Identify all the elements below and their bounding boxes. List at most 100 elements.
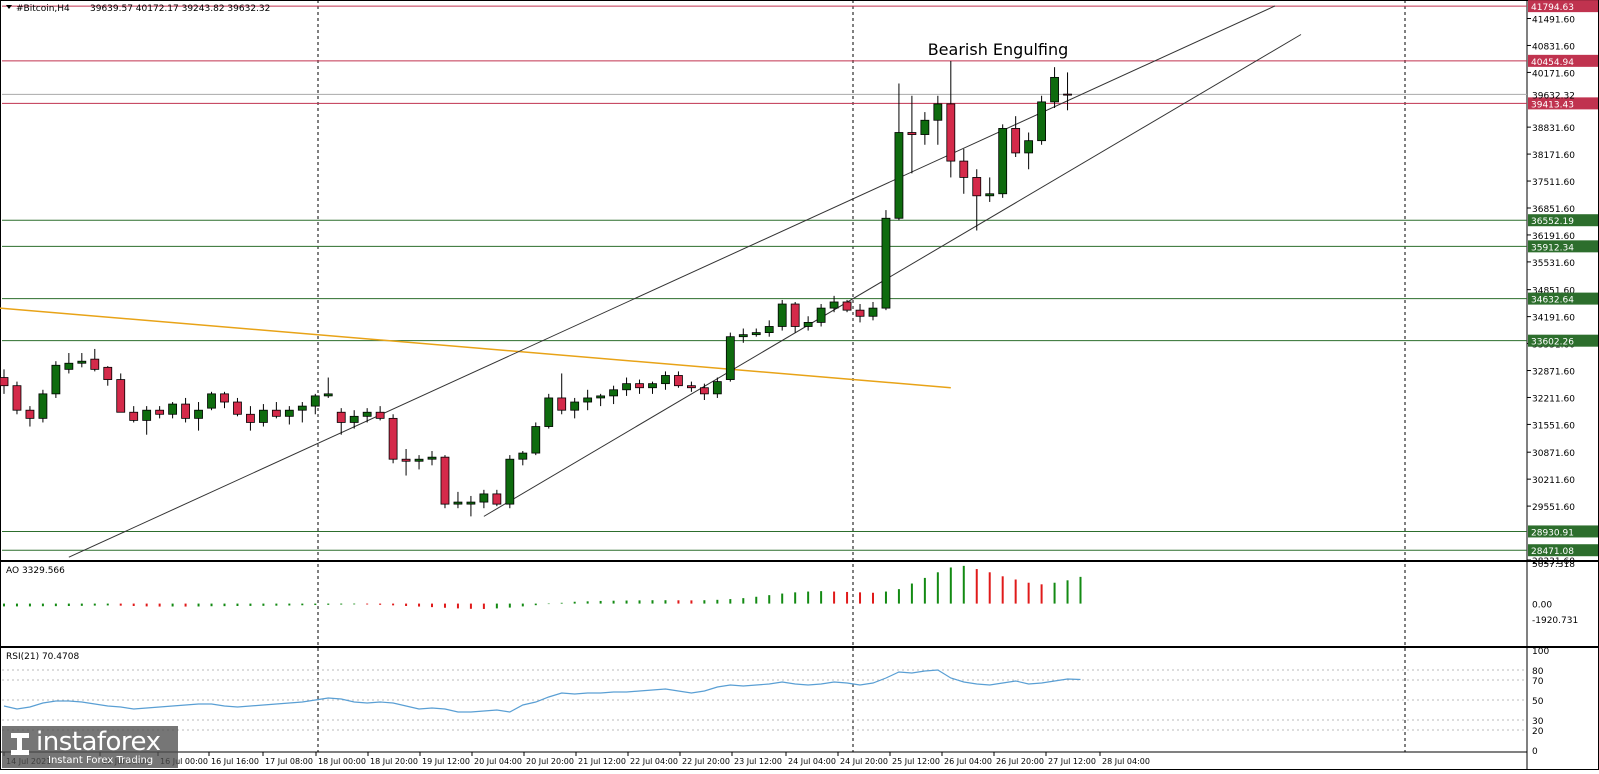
- price-tick-label: 29551.60: [1532, 503, 1575, 513]
- candle-bull: [751, 332, 761, 336]
- candle-bear: [946, 103, 956, 162]
- rsi-axis-label: 30: [1532, 717, 1544, 727]
- candle-bull: [518, 452, 528, 460]
- price-tick-label: 40831.60: [1532, 42, 1575, 52]
- candle-bull: [985, 193, 995, 197]
- level-tag-label: 33602.26: [1531, 338, 1574, 348]
- candle-bear: [0, 377, 9, 387]
- candle-bull: [142, 409, 152, 421]
- current-price-label: 39632.32: [1532, 91, 1575, 101]
- candle-bear: [271, 409, 281, 417]
- level-tag: [1528, 334, 1598, 347]
- rsi-axis-label: 100: [1532, 647, 1549, 657]
- candle-bull: [894, 132, 904, 219]
- candle-bull: [531, 426, 541, 454]
- candle-bull: [596, 395, 606, 399]
- logo-tagline: Instant Forex Trading: [48, 755, 154, 766]
- level-tag: [1528, 97, 1598, 110]
- level-tag: [1528, 0, 1598, 13]
- price-tick-label: 38831.60: [1532, 124, 1575, 134]
- candle-bull: [349, 415, 359, 423]
- level-tag-label: 28471.08: [1531, 547, 1574, 557]
- candle-bull: [258, 409, 268, 423]
- candle-bear: [181, 403, 190, 419]
- candle-bull: [998, 128, 1008, 195]
- candle-bear: [155, 409, 165, 415]
- price-tick-label: 30211.60: [1532, 476, 1575, 486]
- candle-bear: [90, 358, 100, 370]
- candle-bear: [635, 383, 644, 389]
- candle-bull: [362, 411, 372, 417]
- rsi-axis-label: 80: [1532, 667, 1544, 677]
- candle-bear: [907, 132, 917, 135]
- candle-bull: [712, 381, 722, 395]
- candle-bull: [648, 383, 657, 389]
- price-tick-label: 28231.60: [1532, 557, 1575, 567]
- level-tag: [1528, 525, 1598, 538]
- time-tick-label: 16 Jul 00:00: [160, 757, 208, 766]
- chart-symbol: #Bitcoin,H4: [16, 4, 70, 14]
- logo-brand: instaforex: [36, 727, 161, 757]
- candle-bear: [959, 160, 969, 178]
- rsi-label: RSI(21) 70.4708: [6, 652, 79, 662]
- time-tick-label: 20 Jul 20:00: [526, 757, 574, 766]
- candle-bull: [829, 301, 839, 309]
- time-tick-label: 17 Jul 08:00: [265, 757, 313, 766]
- candle-bear: [855, 309, 865, 317]
- price-tick-label: 37511.60: [1532, 178, 1575, 188]
- candle-bear: [12, 385, 22, 411]
- candle-bull: [661, 375, 670, 385]
- price-tick-label: 36191.60: [1532, 232, 1575, 242]
- candle-bull: [622, 383, 631, 391]
- ao-axis-label: 0.00: [1532, 601, 1552, 611]
- candle-bull: [168, 403, 178, 415]
- candle-bull: [816, 307, 826, 323]
- price-tick-label: 32211.60: [1532, 394, 1575, 404]
- price-tick-label: 31551.60: [1532, 421, 1575, 431]
- candle-bull: [51, 364, 61, 395]
- candle-bull: [77, 360, 87, 364]
- rsi-axis-label: 0: [1532, 747, 1538, 757]
- time-tick-label: 16 Jul 16:00: [211, 757, 259, 766]
- price-tick-label: 32871.60: [1532, 368, 1575, 378]
- level-tag-label: 36552.19: [1531, 217, 1574, 227]
- candle-bull: [194, 409, 203, 419]
- candle-bear: [103, 366, 113, 380]
- time-tick-label: 21 Jul 12:00: [578, 757, 626, 766]
- candle-bull: [738, 334, 748, 338]
- level-tag: [1528, 214, 1598, 227]
- ao-label: AO 3329.566: [6, 566, 65, 576]
- level-tag: [1528, 292, 1598, 305]
- time-tick-label: 18 Jul 00:00: [318, 757, 366, 766]
- candle-bull: [583, 397, 593, 403]
- candle-bear: [972, 177, 982, 197]
- level-tag-label: 41794.63: [1531, 3, 1574, 13]
- candle-bull: [310, 395, 320, 407]
- candle-bear: [116, 379, 126, 413]
- price-tick-label: 34851.60: [1532, 287, 1575, 297]
- dropdown-icon: [6, 5, 12, 9]
- level-tag: [1528, 544, 1598, 557]
- price-tick-label: 38171.60: [1532, 151, 1575, 161]
- candle-bear: [842, 301, 852, 311]
- candle-bear: [233, 401, 242, 415]
- time-tick-label: 18 Jul 20:00: [370, 757, 418, 766]
- time-tick-label: 23 Jul 12:00: [734, 757, 782, 766]
- price-tick-label: 30871.60: [1532, 449, 1575, 459]
- time-tick-label: 26 Jul 04:00: [944, 757, 992, 766]
- rsi-axis-label: 70: [1532, 677, 1544, 687]
- candle-bull: [207, 393, 216, 409]
- time-tick-label: 26 Jul 20:00: [996, 757, 1044, 766]
- ao-axis-label: 5057.318: [1532, 560, 1575, 570]
- candle-bull: [323, 393, 333, 397]
- candle-bull: [777, 303, 787, 327]
- candle-bull: [414, 458, 424, 462]
- candle-bear: [1011, 128, 1021, 154]
- candle-bull: [764, 326, 774, 334]
- candle-bear: [129, 411, 139, 421]
- candle-bull: [1037, 101, 1046, 142]
- candle-bear: [375, 411, 385, 419]
- candle-bear: [388, 417, 398, 460]
